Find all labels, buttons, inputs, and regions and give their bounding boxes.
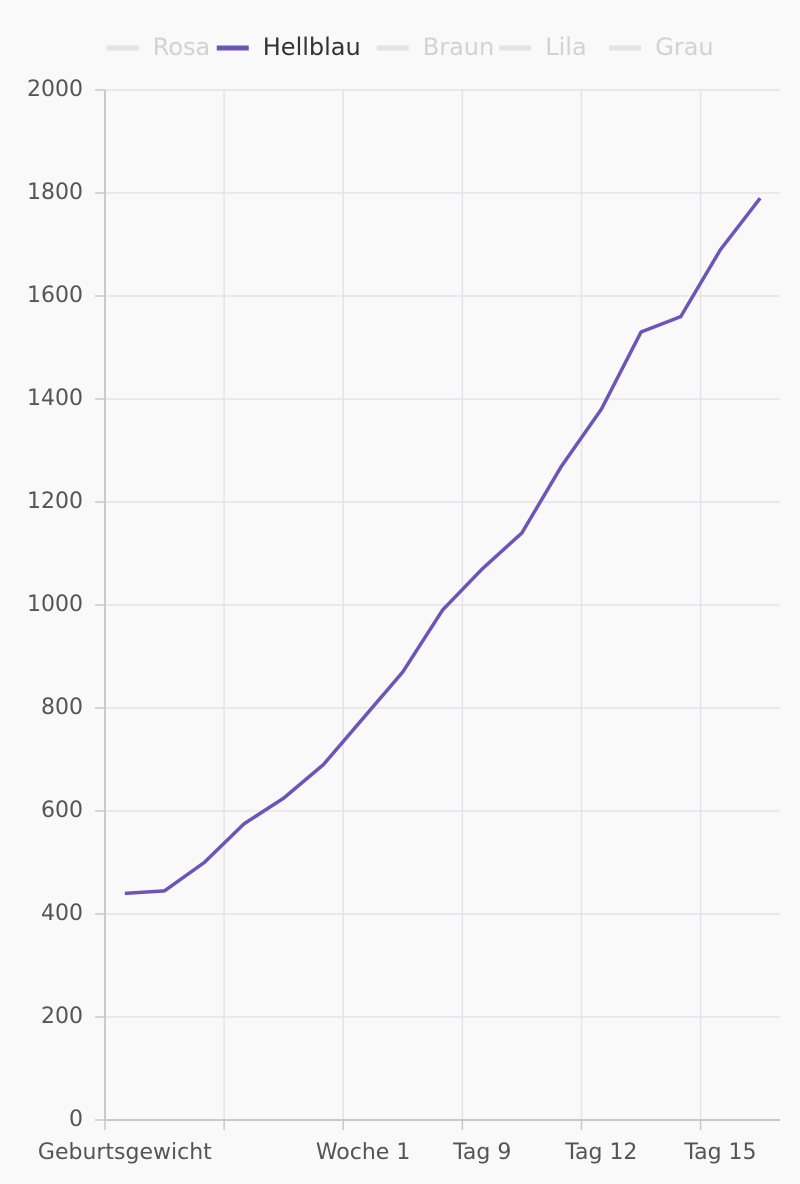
y-tick-label: 800: [41, 695, 83, 720]
y-tick-label: 600: [41, 798, 83, 823]
y-tick-label: 1200: [27, 489, 83, 514]
legend-label[interactable]: Rosa: [153, 33, 211, 61]
x-tick-label: Geburtsgewicht: [38, 1140, 212, 1165]
x-tick-label: Woche 1: [316, 1140, 411, 1165]
legend-label[interactable]: Hellblau: [263, 33, 361, 61]
y-tick-label: 1800: [27, 180, 83, 205]
legend-label[interactable]: Lila: [545, 33, 586, 61]
y-tick-label: 400: [41, 901, 83, 926]
x-tick-label: Tag 12: [564, 1140, 637, 1165]
y-tick-label: 0: [69, 1107, 83, 1132]
y-tick-label: 200: [41, 1004, 83, 1029]
y-tick-label: 1400: [27, 386, 83, 411]
y-tick-label: 1000: [27, 592, 83, 617]
data-line: [124, 197, 762, 896]
legend-label[interactable]: Braun: [423, 33, 494, 61]
y-tick-label: 1600: [27, 283, 83, 308]
y-tick-label: 2000: [27, 77, 83, 102]
x-tick-label: Tag 9: [452, 1140, 511, 1165]
legend-label[interactable]: Grau: [655, 33, 713, 61]
x-tick-label: Tag 15: [683, 1140, 756, 1165]
